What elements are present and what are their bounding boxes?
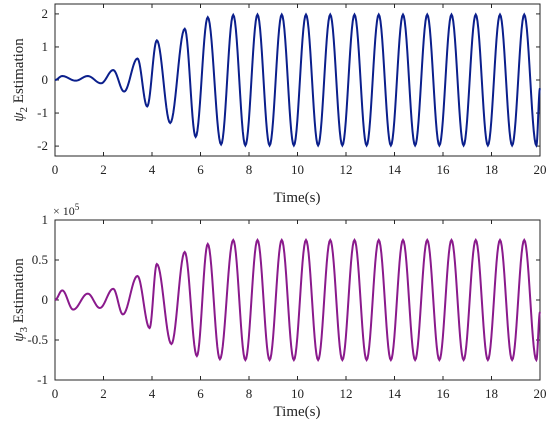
x-tick-label: 6 — [197, 162, 204, 177]
y-tick-label: 0 — [42, 292, 49, 307]
x-tick-label: 20 — [534, 386, 547, 401]
x-tick-label: 12 — [340, 386, 353, 401]
x-tick-label: 16 — [437, 162, 451, 177]
x-ticks-1: 0 2 4 6 8 10 12 14 16 18 20 — [52, 4, 547, 177]
y-tick-label: -2 — [37, 138, 48, 153]
y-axis-symbol-1: ψ — [11, 112, 27, 122]
y-axis-symbol-2: ψ — [11, 332, 27, 342]
x-tick-label: 12 — [340, 162, 353, 177]
y-tick-label: -1 — [37, 372, 48, 387]
y-exponent-label-2: × 105 — [53, 202, 80, 218]
y-tick-label: -1 — [37, 105, 48, 120]
x-tick-label: 0 — [52, 162, 59, 177]
y-tick-label: 1 — [42, 212, 49, 227]
x-tick-label: 6 — [197, 386, 204, 401]
y-axis-label-text-1: Estimation — [11, 38, 27, 107]
x-tick-label: 18 — [485, 386, 498, 401]
x-ticks-2: 0 2 4 6 8 10 12 14 16 18 20 — [52, 220, 547, 401]
y-axis-subscript-2: 3 — [18, 326, 30, 332]
y-ticks-2: -1 -0.5 0 0.5 1 — [27, 212, 540, 387]
x-axis-title-1: Time(s) — [274, 190, 321, 206]
x-tick-label: 14 — [388, 386, 402, 401]
x-tick-label: 4 — [149, 386, 156, 401]
y-exponent-base-2: × 10 — [53, 204, 75, 218]
x-tick-label: 2 — [100, 162, 107, 177]
x-tick-label: 8 — [246, 386, 253, 401]
x-tick-label: 0 — [52, 386, 59, 401]
y-exponent-power-2: 5 — [75, 202, 80, 212]
x-tick-label: 10 — [291, 386, 304, 401]
y-tick-label: -0.5 — [27, 332, 48, 347]
x-tick-label: 16 — [437, 386, 451, 401]
y-tick-label: 0 — [42, 72, 49, 87]
plot-area-1 — [54, 3, 541, 157]
plot-area-2 — [54, 219, 541, 381]
y-tick-label: 0.5 — [32, 252, 48, 267]
y-axis-subscript-1: 2 — [18, 107, 30, 113]
x-axis-title-2: Time(s) — [274, 404, 321, 420]
x-tick-label: 2 — [100, 386, 107, 401]
y-tick-label: 1 — [42, 39, 49, 54]
chart-2: 0 2 4 6 8 10 12 14 16 18 20 -1 -0.5 0 0.5 1 × 105 Time… — [11, 202, 547, 420]
x-tick-label: 8 — [246, 162, 253, 177]
y-tick-label: 2 — [42, 6, 49, 21]
x-tick-label: 20 — [534, 162, 547, 177]
series-line-2 — [54, 237, 541, 363]
x-tick-label: 10 — [291, 162, 304, 177]
x-tick-label: 18 — [485, 162, 498, 177]
y-axis-title-1: ψ2 Estimation — [11, 38, 30, 122]
y-axis-label-text-2: Estimation — [11, 258, 27, 327]
x-tick-label: 4 — [149, 162, 156, 177]
x-tick-label: 14 — [388, 162, 402, 177]
series-line-1 — [54, 12, 541, 148]
y-axis-title-2: ψ3 Estimation — [11, 258, 30, 342]
